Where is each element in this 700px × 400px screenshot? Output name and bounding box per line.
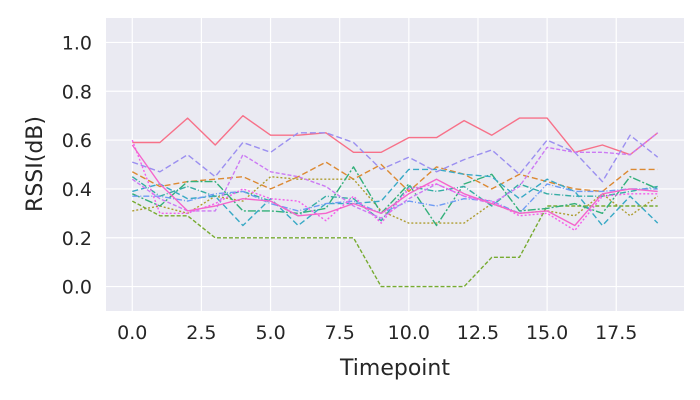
y-tick-label: 0.6 <box>62 130 92 152</box>
y-tick-label: 0.2 <box>62 228 92 250</box>
y-tick-label: 0.0 <box>62 277 92 299</box>
series-line-9 <box>132 132 659 183</box>
plot-background <box>106 18 684 311</box>
x-tick-label: 5.0 <box>255 322 285 344</box>
series-line-1 <box>132 114 659 156</box>
series-line-8 <box>132 183 658 215</box>
series-line-11 <box>131 139 658 232</box>
x-tick-label: 15.0 <box>526 322 568 344</box>
y-axis-label: RSSI(dB) <box>23 116 48 212</box>
x-tick-label: 7.5 <box>325 322 355 344</box>
x-tick-labels: 0.0 2.5 5.0 7.5 10.0 12.5 15.0 17.5 <box>117 322 637 344</box>
grid <box>106 18 684 311</box>
y-tick-label: 0.8 <box>62 81 92 103</box>
x-tick-label: 0.0 <box>117 322 147 344</box>
x-tick-label: 10.0 <box>388 322 430 344</box>
series-lines <box>131 114 659 288</box>
x-axis-label: Timepoint <box>339 356 450 381</box>
x-tick-label: 2.5 <box>186 322 216 344</box>
y-tick-label: 0.4 <box>62 179 92 201</box>
y-tick-label: 1.0 <box>62 32 92 54</box>
series-line-3 <box>132 175 659 224</box>
x-tick-label: 17.5 <box>595 322 637 344</box>
series-line-4 <box>131 200 658 288</box>
series-line-5 <box>132 166 658 227</box>
series-line-12 <box>131 144 658 227</box>
series-line-2 <box>131 161 658 193</box>
x-tick-label: 12.5 <box>457 322 499 344</box>
y-tick-labels: 0.0 0.2 0.4 0.6 0.8 1.0 <box>62 32 92 298</box>
